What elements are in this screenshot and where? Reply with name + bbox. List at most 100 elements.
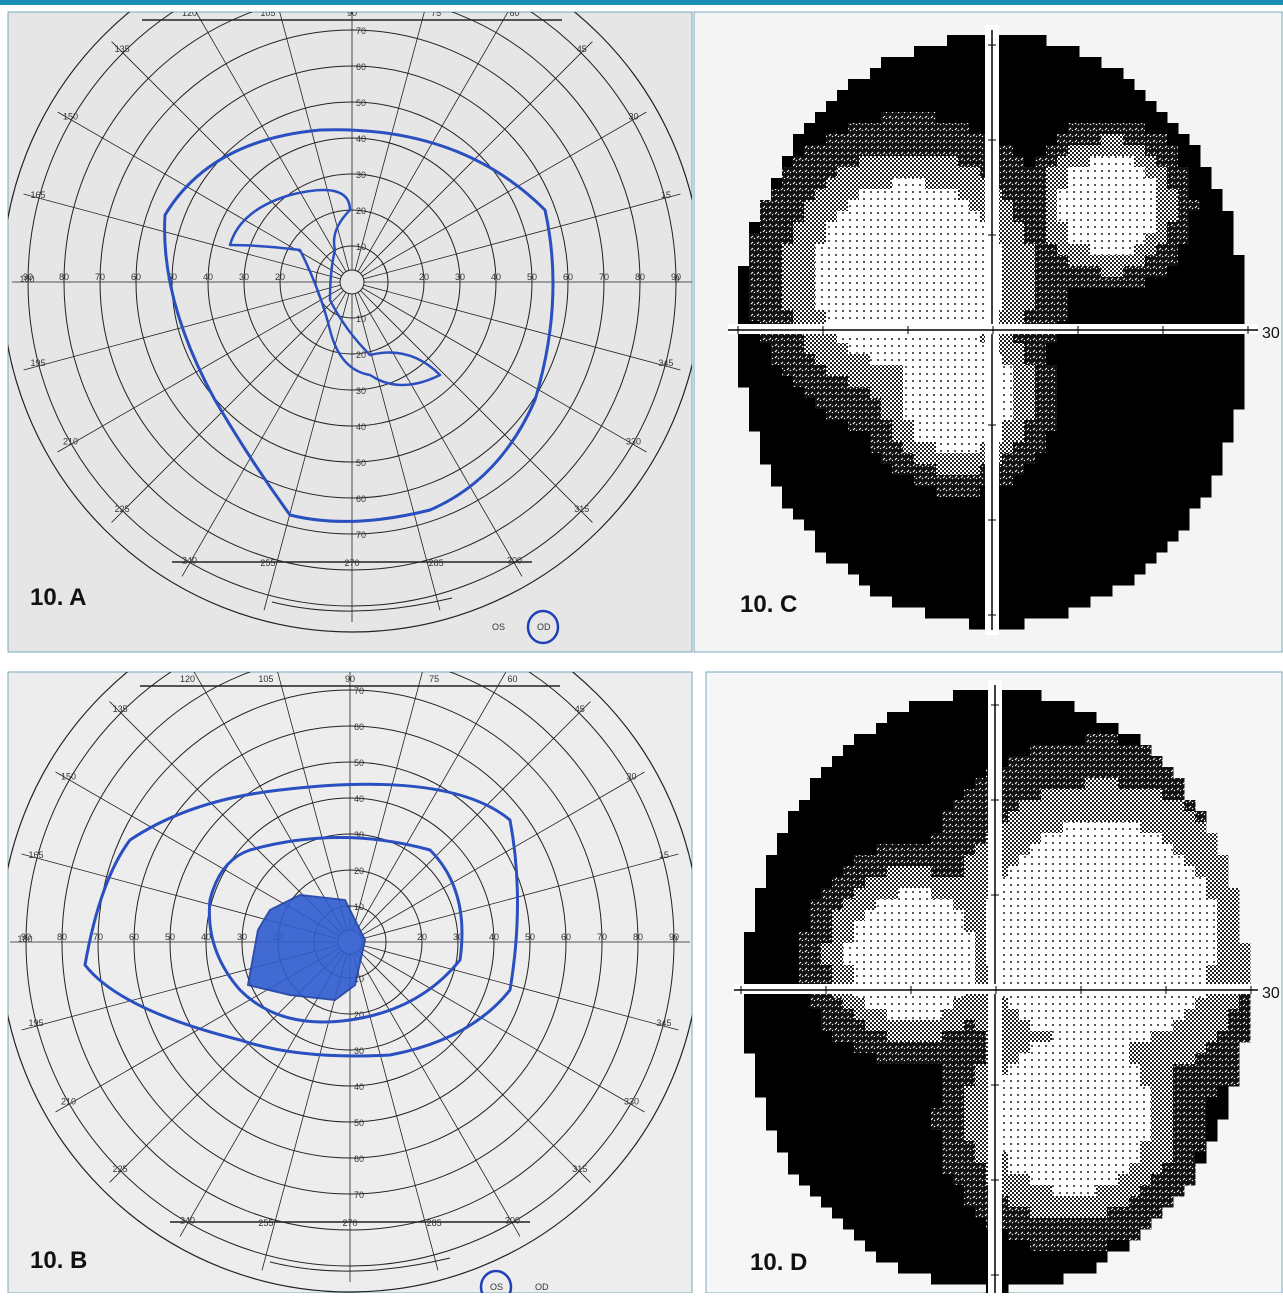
field-cell (969, 574, 981, 586)
field-cell (947, 398, 959, 410)
field-cell (1024, 35, 1036, 47)
field-cell (1173, 1009, 1185, 1021)
field-cell (920, 1064, 932, 1076)
field-cell (1184, 1174, 1196, 1186)
field-cell (1019, 1152, 1031, 1164)
field-cell (1074, 1119, 1086, 1131)
field-cell (1068, 266, 1080, 278)
field-cell (969, 288, 981, 300)
field-cell (1041, 1196, 1053, 1208)
field-cell (936, 266, 948, 278)
field-cell (766, 866, 778, 878)
field-cell (903, 233, 915, 245)
field-cell (1134, 189, 1146, 201)
field-cell (898, 833, 910, 845)
field-cell (865, 932, 877, 944)
field-cell (958, 200, 970, 212)
field-cell (1085, 910, 1097, 922)
field-cell (1090, 167, 1102, 179)
field-cell (964, 1185, 976, 1197)
field-cell (854, 1185, 866, 1197)
field-cell (964, 943, 976, 955)
field-cell (1162, 778, 1174, 790)
field-cell (1046, 299, 1058, 311)
field-cell (1030, 1207, 1042, 1219)
field-cell (1079, 112, 1091, 124)
field-cell (1107, 1053, 1119, 1065)
field-cell (914, 266, 926, 278)
field-cell (958, 79, 970, 91)
field-cell (1030, 1251, 1042, 1263)
field-cell (854, 745, 866, 757)
field-cell (1112, 508, 1124, 520)
field-cell (1118, 789, 1130, 801)
field-cell (738, 376, 750, 388)
field-cell (1156, 310, 1168, 322)
field-cell (914, 255, 926, 267)
field-cell (876, 1141, 888, 1153)
field-cell (1101, 266, 1113, 278)
field-cell (1134, 288, 1146, 300)
field-cell (1112, 431, 1124, 443)
field-cell (865, 954, 877, 966)
field-cell (870, 431, 882, 443)
field-cell (832, 778, 844, 790)
scale-label: 60 (354, 722, 364, 732)
field-cell (848, 431, 860, 443)
field-cell (832, 767, 844, 779)
field-cell (859, 409, 871, 421)
field-cell (1096, 932, 1108, 944)
field-cell (799, 1152, 811, 1164)
field-cell (947, 288, 959, 300)
field-cell (1019, 1075, 1031, 1087)
field-cell (1112, 574, 1124, 586)
field-cell (859, 255, 871, 267)
field-cell (964, 723, 976, 735)
field-cell (958, 178, 970, 190)
field-cell (909, 943, 921, 955)
field-cell (1068, 233, 1080, 245)
field-cell (881, 365, 893, 377)
field-cell (1035, 431, 1047, 443)
field-cell (1151, 756, 1163, 768)
field-cell (777, 1064, 789, 1076)
field-cell (1167, 486, 1179, 498)
field-cell (1189, 145, 1201, 157)
field-cell (925, 376, 937, 388)
field-cell (931, 800, 943, 812)
field-cell (1035, 68, 1047, 80)
field-cell (1063, 921, 1075, 933)
field-cell (936, 442, 948, 454)
field-cell (832, 855, 844, 867)
field-cell (881, 244, 893, 256)
field-cell (892, 552, 904, 564)
field-cell (1200, 453, 1212, 465)
field-cell (958, 365, 970, 377)
field-cell (975, 1240, 987, 1252)
field-cell (1013, 552, 1025, 564)
field-cell (1079, 519, 1091, 531)
field-cell (1085, 1152, 1097, 1164)
field-cell (1063, 767, 1075, 779)
meridian-label: 90 (347, 8, 357, 18)
field-cell (876, 1064, 888, 1076)
field-cell (1085, 1207, 1097, 1219)
field-cell (1035, 266, 1047, 278)
field-cell (964, 745, 976, 757)
field-cell (837, 123, 849, 135)
field-cell (1140, 877, 1152, 889)
field-cell (854, 1086, 866, 1098)
field-cell (925, 585, 937, 597)
field-cell (953, 1053, 965, 1065)
field-cell (1107, 1229, 1119, 1241)
field-cell (1079, 464, 1091, 476)
field-cell (1041, 701, 1053, 713)
field-cell (1024, 90, 1036, 102)
field-cell (755, 921, 767, 933)
field-cell (1052, 1108, 1064, 1120)
field-cell (958, 519, 970, 531)
field-cell (1063, 1152, 1075, 1164)
field-cell (920, 1207, 932, 1219)
field-cell (1079, 343, 1091, 355)
field-cell (1173, 800, 1185, 812)
